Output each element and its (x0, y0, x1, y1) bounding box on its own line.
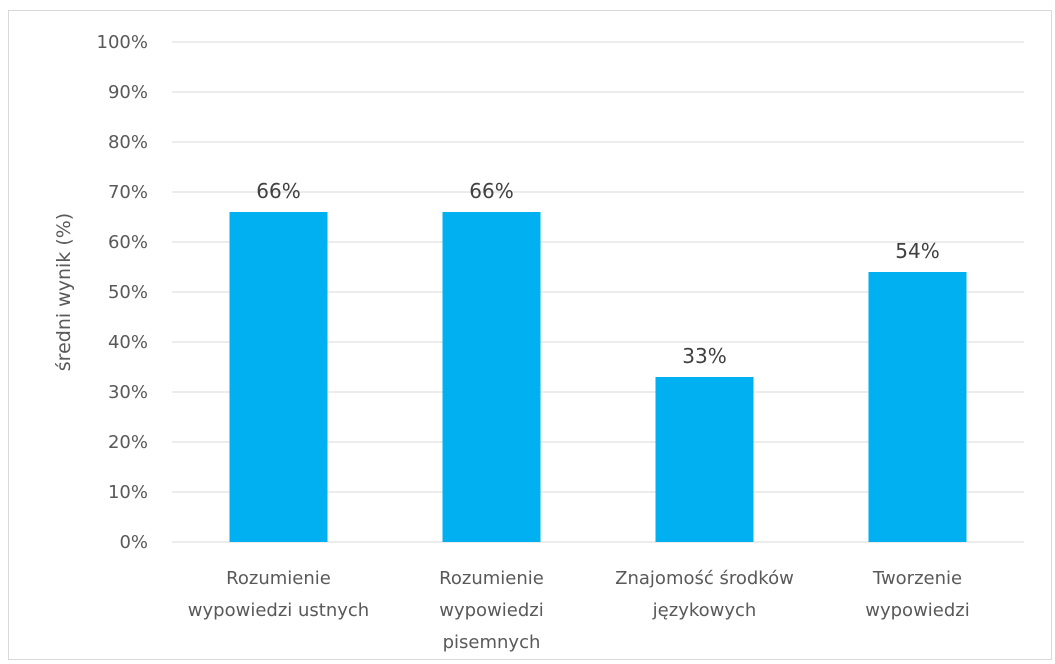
bar (868, 272, 967, 542)
y-tick-label: 0% (119, 532, 148, 553)
category-label: Tworzenie wypowiedzi (865, 568, 969, 621)
category-label-line: Rozumienie (439, 568, 544, 589)
y-tick-label: 80% (108, 132, 148, 153)
data-label: 33% (682, 344, 726, 368)
bar (655, 377, 754, 542)
y-axis-title: średni wynik (%) (53, 213, 75, 371)
data-label: 54% (895, 239, 939, 263)
y-axis-tick-labels: 0% 10% 20% 30% 40% 50% 60% 70% 80% 90% 100% (97, 32, 148, 553)
data-labels: 66% 66% 33% 54% (256, 179, 939, 368)
bar (442, 212, 541, 542)
y-tick-label: 60% (108, 232, 148, 253)
category-label: Rozumienie wypowiedzi ustnych (188, 568, 369, 621)
category-label-line: wypowiedzi ustnych (188, 600, 369, 621)
category-label-line: językowych (652, 600, 757, 621)
y-tick-label: 90% (108, 82, 148, 103)
category-label: Rozumienie wypowiedzi pisemnych (439, 568, 544, 653)
y-tick-label: 20% (108, 432, 148, 453)
y-tick-label: 70% (108, 182, 148, 203)
y-tick-label: 10% (108, 482, 148, 503)
category-label-line: Tworzenie (872, 568, 962, 589)
category-label: Znajomość środków językowych (615, 568, 794, 621)
bar (229, 212, 328, 542)
data-label: 66% (469, 179, 513, 203)
y-tick-label: 40% (108, 332, 148, 353)
category-label-line: Rozumienie (226, 568, 331, 589)
data-label: 66% (256, 179, 300, 203)
category-label-line: pisemnych (443, 632, 541, 653)
category-label-line: wypowiedzi (865, 600, 969, 621)
category-label-line: Znajomość środków (615, 568, 794, 589)
category-label-line: wypowiedzi (439, 600, 543, 621)
category-labels: Rozumienie wypowiedzi ustnych Rozumienie wy… (188, 568, 970, 653)
bars (229, 212, 967, 542)
y-tick-label: 50% (108, 282, 148, 303)
y-tick-label: 100% (97, 32, 148, 53)
y-tick-label: 30% (108, 382, 148, 403)
